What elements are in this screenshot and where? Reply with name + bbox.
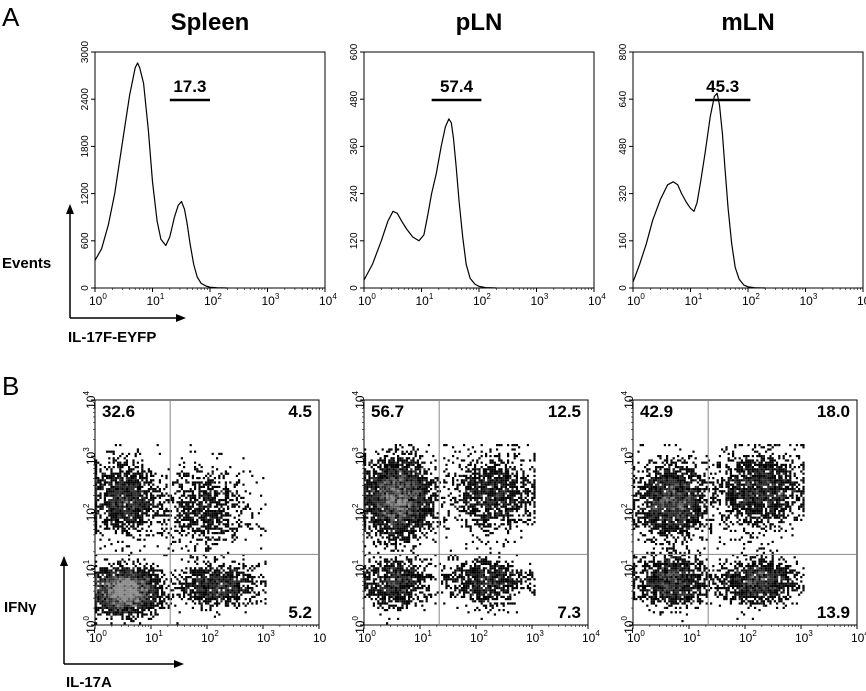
histogram-pln-y-tick-label: 120	[349, 232, 360, 249]
dotplot-spleen-events	[95, 444, 267, 625]
histogram-pln-frame	[363, 51, 595, 289]
panel-a-letter: A	[2, 2, 20, 32]
dotplot-mln-x-tick-label: 100	[627, 629, 645, 645]
histogram-spleen-x-tick-label: 102	[204, 292, 222, 308]
histogram-spleen-title: Spleen	[171, 9, 250, 36]
histogram-pln-gate-percent: 57.4	[440, 77, 474, 96]
histogram-y-title: Events	[2, 255, 51, 272]
histogram-pln-x-tick-label: 101	[416, 292, 434, 308]
histogram-pln-x-tick-label: 103	[531, 292, 549, 308]
histogram-mln-x-tick-label: 102	[742, 292, 760, 308]
histogram-pln-y-tick-label: 600	[349, 43, 360, 60]
dotplot-pln-quadrant-top-left: 56.7	[371, 402, 404, 421]
histogram-mln-frame	[632, 51, 864, 289]
dotplot-mln-quadrant-bottom-right: 13.9	[817, 603, 850, 622]
histogram-spleen: Spleen 0 600 1200 1800 2400 3000 100 101 102 103 10…	[80, 9, 337, 308]
dotplot-pln-x-tick-label: 103	[526, 629, 544, 645]
histogram-spleen-gate-percent: 17.3	[173, 77, 206, 96]
histogram-mln-gate-percent: 45.3	[706, 77, 739, 96]
histogram-mln-x-tick-label: 101	[685, 292, 703, 308]
histogram-spleen-y-tick-label: 0	[80, 285, 91, 291]
dotplot-spleen-y-tick-label: 104	[82, 391, 98, 409]
histogram-mln-x-tick-label: 100	[627, 292, 645, 308]
dotplot-pln-quadrant-top-right: 12.5	[548, 402, 581, 421]
histogram-axis-arrows	[66, 204, 186, 322]
dotplot-mln-y-tick-label: 103	[620, 447, 636, 465]
histogram-mln-curve	[632, 92, 766, 289]
dotplot-spleen-x-tick-label: 10	[313, 631, 327, 645]
histogram-mln-x-tick-label: 103	[800, 292, 818, 308]
dotplot-pln-y-tick-label: 104	[351, 391, 367, 409]
histogram-spleen-y-tick-label: 600	[80, 232, 91, 249]
histogram-pln-y-tick-label: 0	[349, 285, 360, 291]
histogram-spleen-curve	[94, 62, 228, 289]
histogram-spleen-y-tick-label: 1200	[80, 182, 91, 205]
dotplot-spleen-x-tick-label: 101	[145, 629, 163, 645]
dotplot-spleen-x-tick-label: 100	[89, 629, 107, 645]
histogram-mln-y-tick-label: 160	[618, 232, 629, 249]
histogram-pln-x-tick-label: 104	[588, 292, 606, 308]
histogram-mln-y-tick-label: 480	[618, 138, 629, 155]
dotplot-spleen-quadrant-bottom-right: 5.2	[288, 603, 312, 622]
dotplot-spleen-quadrant-top-right: 4.5	[288, 402, 312, 421]
dotplot-mln-quadrant-top-right: 18.0	[817, 402, 850, 421]
dotplot-axis-arrows	[60, 556, 184, 668]
dotplot-pln-x-tick-label: 102	[470, 629, 488, 645]
histogram-spleen-y-tick-label: 1800	[80, 135, 91, 158]
histogram-pln-x-tick-label: 102	[473, 292, 491, 308]
histogram-spleen-y-tick-label: 2400	[80, 88, 91, 111]
dotplot-pln-x-tick-label: 100	[358, 629, 376, 645]
dotplot-spleen-quadrant-top-left: 32.6	[102, 402, 135, 421]
dotplot-mln-x-tick-label: 102	[739, 629, 757, 645]
panel-b-letter: B	[2, 371, 19, 401]
histogram-x-title: IL-17F-EYFP	[68, 329, 156, 346]
dotplot-spleen-x-tick-label: 103	[257, 629, 275, 645]
histogram-mln-y-tick-label: 800	[618, 43, 629, 60]
dotplot-pln-y-tick-label: 101	[351, 559, 367, 577]
histogram-mln-title: mLN	[721, 9, 774, 36]
histogram-pln-y-tick-label: 240	[349, 185, 360, 202]
histogram-spleen-x-tick-label: 104	[319, 292, 337, 308]
histogram-mln: mLN 0 160 320 480 640 800 100 101 102 103 104 45.3	[618, 9, 866, 308]
dotplot-mln-x-tick-label: 104	[851, 629, 866, 645]
dotplot-pln-events	[364, 444, 536, 625]
histogram-spleen-y-tick-label: 3000	[80, 40, 91, 63]
dotplot-spleen-y-tick-label: 103	[82, 447, 98, 465]
dotplot-mln-y-tick-label: 104	[620, 391, 636, 409]
histogram-pln-title: pLN	[456, 9, 503, 36]
histogram-mln-y-tick-label: 320	[618, 185, 629, 202]
histogram-pln-curve	[363, 118, 497, 289]
histogram-pln-x-tick-label: 100	[358, 292, 376, 308]
histogram-mln-y-tick-label: 0	[618, 285, 629, 291]
histogram-spleen-x-tick-label: 103	[262, 292, 280, 308]
histogram-spleen-frame	[94, 51, 326, 289]
histogram-pln: pLN 0 120 240 360 480 600 100 101 102 103 104 57.4	[349, 9, 606, 308]
dotplot-x-title: IL-17A	[66, 674, 112, 691]
dotplot-mln-x-tick-label: 103	[795, 629, 813, 645]
histogram-spleen-x-tick-label: 101	[147, 292, 165, 308]
histogram-pln-y-tick-label: 360	[349, 138, 360, 155]
dotplot-mln-events	[633, 444, 805, 623]
dotplot-pln-x-tick-label: 101	[414, 629, 432, 645]
dotplot-pln-x-tick-label: 104	[582, 629, 600, 645]
dotplot-y-title: IFNγ	[4, 599, 37, 616]
dotplot-pln-quadrant-bottom-right: 7.3	[557, 603, 581, 622]
dotplot-mln-y-tick-label: 101	[620, 559, 636, 577]
dotplot-mln-quadrant-top-left: 42.9	[640, 402, 673, 421]
dotplot-spleen-x-tick-label: 102	[201, 629, 219, 645]
histogram-mln-x-tick-label: 104	[857, 292, 866, 308]
histogram-mln-y-tick-label: 640	[618, 90, 629, 107]
histogram-spleen-x-tick-label: 100	[89, 292, 107, 308]
histogram-pln-y-tick-label: 480	[349, 90, 360, 107]
dotplot-mln-x-tick-label: 101	[683, 629, 701, 645]
